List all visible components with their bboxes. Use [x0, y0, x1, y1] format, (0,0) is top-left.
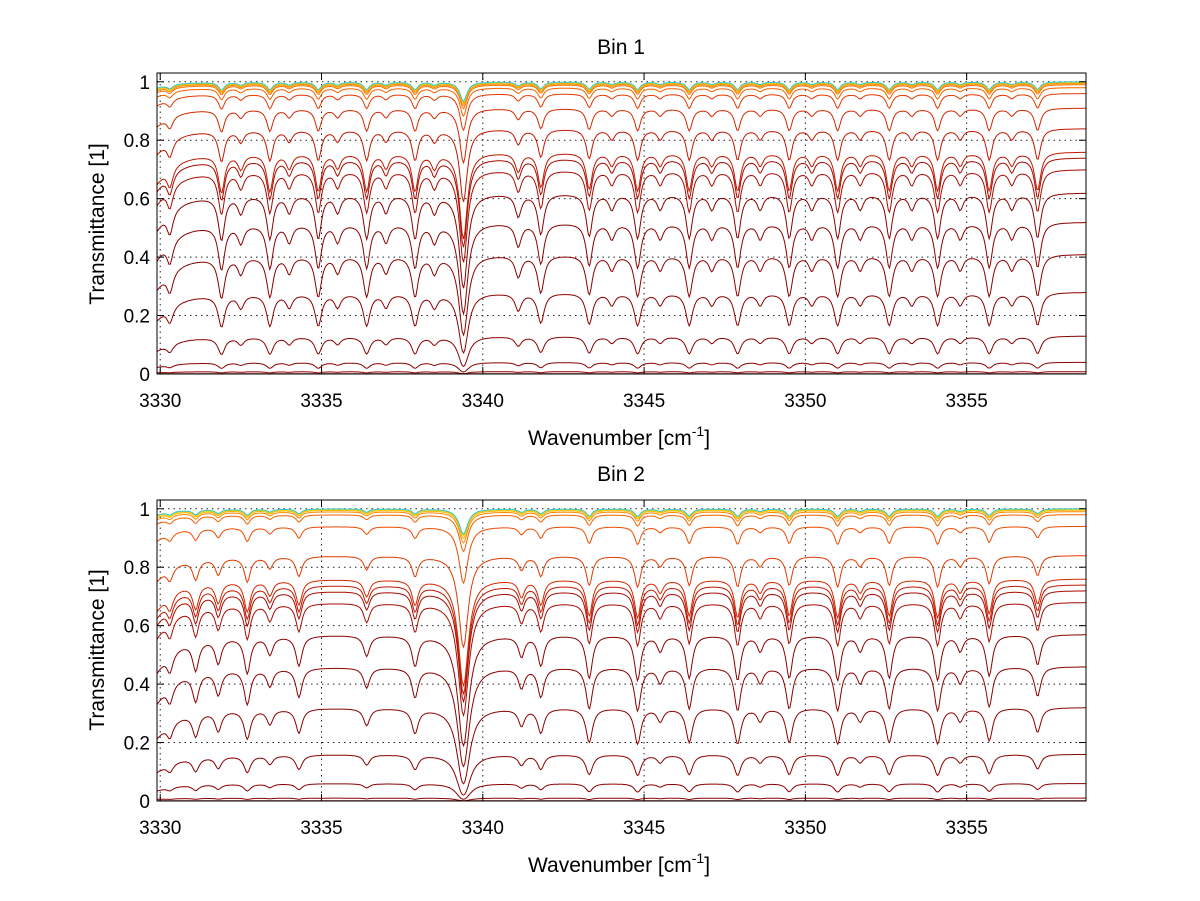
spectra-lines: [156, 508, 1087, 802]
series-line: [156, 157, 1086, 248]
x-ticks: 3330 3335 3340 3345 3350 3355: [139, 500, 988, 839]
series-line: [156, 525, 1086, 585]
series-line: [156, 514, 1086, 553]
series-line: [156, 578, 1086, 688]
axes-box: [156, 499, 1087, 802]
x-tick-label: 3345: [623, 818, 665, 839]
y-tick-label: 1: [139, 73, 150, 94]
y-ticks: 0 0.2 0.4 0.6 0.8 1: [124, 500, 1086, 813]
series-line: [156, 555, 1086, 649]
series-line: [156, 602, 1086, 718]
panel-bin-2: Bin 2 3330 3335 3340 3345 3350 3355 0 0.2 0.4 0.…: [86, 463, 1087, 877]
y-axis-label: Transmittance [1]: [86, 569, 109, 730]
series-line: [156, 797, 1086, 802]
series-line: [156, 151, 1087, 240]
x-tick-label: 3345: [623, 391, 665, 412]
series-line: [156, 590, 1086, 704]
series-line: [156, 81, 1086, 102]
series-line: [156, 335, 1086, 368]
series-line: [156, 107, 1086, 165]
y-tick-label: 0.6: [124, 190, 150, 211]
x-tick-label: 3335: [300, 818, 342, 839]
x-tick-label: 3340: [462, 391, 504, 412]
x-ticks: 3330 3335 3340 3345 3350 3355: [139, 73, 988, 412]
x-tick-label: 3355: [946, 391, 988, 412]
x-tick-label: 3350: [784, 818, 826, 839]
series-line: [156, 508, 1086, 535]
series-line: [156, 753, 1087, 796]
x-axis-label: Wavenumber [cm-1]: [528, 850, 710, 877]
chart-title: Bin 2: [597, 463, 645, 486]
axes-box: [156, 72, 1087, 375]
series-line: [156, 192, 1086, 289]
y-tick-label: 0.2: [124, 734, 150, 755]
y-tick-label: 0.8: [124, 558, 150, 579]
x-tick-label: 3350: [784, 391, 826, 412]
series-line: [156, 361, 1086, 373]
y-tick-label: 0.2: [124, 307, 150, 328]
x-tick-label: 3340: [462, 818, 504, 839]
y-tick-label: 0: [139, 792, 150, 813]
x-tick-label: 3330: [139, 391, 181, 412]
series-line: [156, 84, 1086, 110]
series-line: [156, 634, 1086, 748]
series-line: [156, 509, 1086, 540]
series-line: [156, 83, 1086, 107]
series-line: [156, 666, 1086, 768]
series-line: [156, 254, 1086, 337]
series-line: [156, 82, 1086, 105]
chart-title: Bin 1: [597, 36, 645, 59]
y-tick-label: 1: [139, 500, 150, 521]
series-line: [156, 222, 1086, 316]
x-axis-label: Wavenumber [cm-1]: [528, 423, 710, 450]
x-tick-label: 3355: [946, 818, 988, 839]
series-line: [156, 292, 1086, 354]
y-tick-label: 0.4: [124, 248, 151, 269]
y-ticks: 0 0.2 0.4 0.6 0.8 1: [124, 73, 1086, 386]
series-line: [156, 508, 1086, 537]
series-line: [156, 93, 1086, 132]
spectra-lines: [156, 81, 1087, 375]
series-line: [156, 511, 1086, 544]
panel-bin-1: Bin 1 3330 3335 3340 3345 3350 3355 0 0.2 0.4 0.…: [86, 36, 1087, 450]
y-axis-label: Transmittance [1]: [86, 143, 109, 304]
series-line: [157, 371, 1086, 375]
series-line: [156, 783, 1086, 800]
series-line: [156, 87, 1086, 117]
y-tick-label: 0: [139, 365, 150, 386]
x-tick-label: 3330: [139, 818, 181, 839]
series-line: [156, 707, 1086, 785]
series-line: [156, 169, 1086, 263]
x-tick-label: 3335: [300, 391, 342, 412]
y-tick-label: 0.8: [124, 131, 150, 152]
y-tick-label: 0.4: [124, 675, 151, 696]
series-line: [156, 584, 1086, 696]
series-line: [156, 128, 1086, 203]
y-tick-label: 0.6: [124, 617, 150, 638]
